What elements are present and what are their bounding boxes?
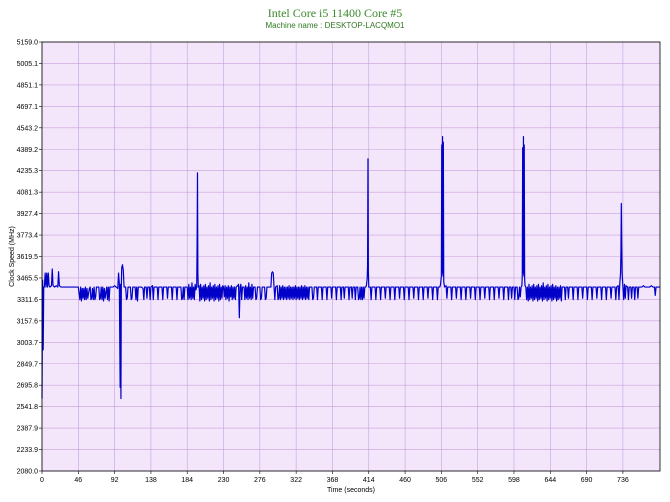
x-tick-label: 644: [544, 477, 556, 484]
plot-border: [41, 41, 661, 472]
y-tick-label: 4235.3: [17, 168, 39, 175]
x-tick-label: 460: [399, 477, 411, 484]
y-tick-label: 2233.9: [17, 447, 39, 454]
y-tick-label: 2849.7: [17, 361, 39, 368]
x-tick-label: 598: [508, 477, 520, 484]
y-tick-label: 4851.1: [17, 82, 39, 89]
x-tick-label: 46: [74, 477, 82, 484]
chart-subtitle: Machine name : DESKTOP-LACQMO1: [265, 21, 405, 30]
y-tick-label: 3773.4: [17, 233, 39, 240]
y-tick-label: 2387.9: [17, 426, 39, 433]
x-tick-label: 92: [111, 477, 119, 484]
y-tick-label: 3465.5: [17, 275, 39, 282]
x-tick-label: 368: [327, 477, 339, 484]
y-tick-label: 5005.1: [17, 61, 39, 68]
x-tick-label: 506: [436, 477, 448, 484]
x-tick-label: 0: [40, 477, 44, 484]
series-layer: [41, 136, 660, 400]
x-tick-label: 414: [363, 477, 375, 484]
y-tick-label: 3311.6: [17, 297, 38, 304]
series-line: [41, 136, 660, 400]
y-tick-label: 4389.2: [17, 147, 39, 154]
y-tick-label: 2080.0: [17, 469, 39, 476]
y-axis-title: Clock Speed (MHz): [9, 226, 16, 287]
x-tick-label: 690: [581, 477, 593, 484]
chart-title: Intel Core i5 11400 Core #5: [267, 6, 403, 20]
grid-lines: [41, 41, 660, 472]
y-tick-label: 4697.1: [17, 104, 39, 111]
x-tick-label: 184: [181, 477, 193, 484]
x-tick-label: 552: [472, 477, 484, 484]
x-tick-label: 138: [145, 477, 157, 484]
x-tick-label: 322: [290, 477, 302, 484]
y-tick-label: 4081.3: [17, 190, 39, 197]
x-axis-title: Time (seconds): [327, 487, 375, 494]
y-tick-label: 5159.0: [17, 40, 39, 47]
x-tick-label: 276: [254, 477, 266, 484]
y-tick-label: 4543.2: [17, 125, 39, 132]
y-tick-label: 3003.7: [17, 340, 39, 347]
y-tick-label: 3927.4: [17, 211, 39, 218]
y-tick-label: 2541.8: [17, 404, 39, 411]
x-tick-label: 230: [218, 477, 230, 484]
y-tick-label: 2695.8: [17, 383, 39, 390]
y-tick-label: 3157.6: [17, 318, 39, 325]
y-tick-label: 3619.5: [17, 254, 39, 261]
x-tick-label: 736: [617, 477, 629, 484]
tick-labels: 2080.0 2233.9 2387.9 2541.8 2695.8 2849.7 3003…: [17, 40, 629, 485]
